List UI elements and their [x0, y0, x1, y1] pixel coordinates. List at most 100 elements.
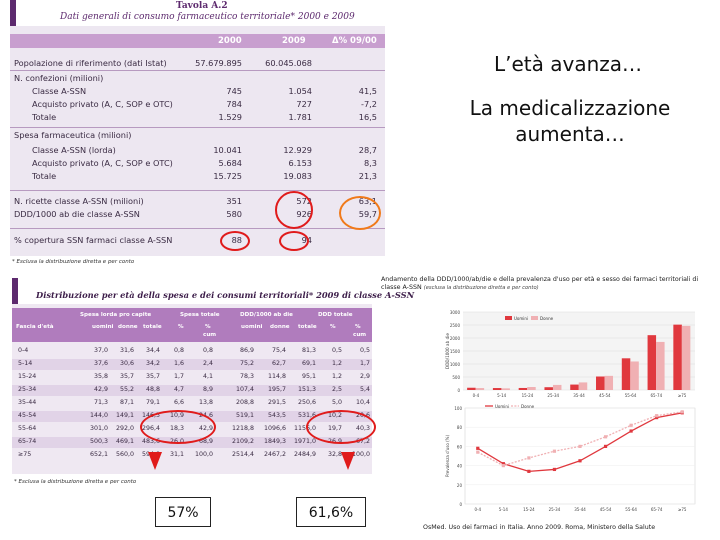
bar-chart: 0 500 1000 1500 2000 2500 3000 DDD/1000 ab die 0… — [445, 310, 695, 398]
line-y-tick: 20 — [457, 483, 463, 488]
row-value: 15.725 — [213, 171, 242, 181]
bar-women-2 — [527, 387, 536, 390]
line-y-tick: 0 — [459, 502, 462, 507]
table-a2-row: Spesa farmaceutica (milioni) — [10, 130, 385, 141]
cell-value: 86,9 — [239, 347, 254, 354]
arrow-down-left-icon — [148, 452, 162, 470]
cell-value: 292,0 — [115, 425, 134, 432]
table-a2-title: Dati generali di consumo farmaceutico te… — [60, 12, 355, 22]
bar-men-3 — [544, 387, 553, 390]
row-value: 745 — [226, 86, 242, 96]
cell-value: 1,7 — [359, 360, 370, 367]
cell-value: 151,3 — [297, 386, 316, 393]
cell-value: 87,1 — [119, 399, 134, 406]
row-label: Totale — [32, 112, 57, 122]
cell-value: 114,8 — [267, 373, 286, 380]
cell-value: 67,2 — [355, 438, 370, 445]
cell-value: 2,5 — [331, 386, 342, 393]
age-band: ≥75 — [18, 451, 32, 458]
row-value: 1.054 — [288, 86, 312, 96]
row-label: Popolazione di riferimento (dati Istat) — [14, 58, 167, 68]
cell-value: 1218,8 — [231, 425, 254, 432]
cell-value: 10,4 — [355, 399, 370, 406]
point-women-6 — [629, 423, 633, 427]
age-band: 25-34 — [18, 386, 37, 393]
bar-men-7 — [647, 335, 657, 390]
cell-value: 48,8 — [145, 386, 160, 393]
increases-text: aumenta… — [515, 122, 625, 146]
bar-men-1 — [492, 388, 502, 390]
row-label: % copertura SSN farmaci classe A-SSN — [14, 235, 173, 245]
table-a2-row: % copertura SSN farmaci classe A-SSN 88 94 — [10, 235, 385, 246]
cell-value: 4,7 — [173, 386, 184, 393]
table-a2-separator — [10, 70, 385, 71]
cell-value: 81,3 — [301, 347, 316, 354]
row-value: 19.083 — [283, 171, 312, 181]
row-label: DDD/1000 ab die classe A-SSN — [14, 209, 140, 219]
table-a2-column-header — [10, 34, 385, 48]
cell-value: 2109,2 — [231, 438, 254, 445]
highlight-oval-ddd — [306, 410, 376, 444]
bar-x-tick: 65-74 — [651, 393, 663, 398]
bar-y-tick: 2000 — [450, 336, 461, 341]
row-value: 580 — [226, 209, 242, 219]
line-legend-women: Donne — [521, 404, 535, 409]
cell-value: 149,1 — [115, 412, 134, 419]
row-value: 6.153 — [288, 158, 312, 168]
point-men-0 — [476, 446, 480, 450]
group-ddd-totale: DDD totale — [318, 312, 353, 318]
cell-value: 2467,2 — [263, 451, 286, 458]
point-women-5 — [603, 435, 608, 439]
bar-men-8 — [673, 324, 682, 390]
bar-y-label: DDD/1000 ab die — [445, 333, 450, 369]
row-label: N. ricette classe A-SSN (milioni) — [14, 196, 144, 206]
table-a2-footnote: * Esclusa la distribuzione diretta e per… — [12, 259, 135, 265]
cell-value: 37,0 — [93, 347, 108, 354]
point-men-5 — [603, 444, 608, 448]
row-label: N. confezioni (milioni) — [14, 73, 104, 83]
table-row: 25-34 42,9 55,2 48,8 4,7 8,9 107,4 195,7 151,3 2,… — [12, 385, 372, 396]
row-label: Acquisto privato (A, C, SOP e OTC) — [32, 158, 173, 168]
medicalization-text: La medicalizzazione — [469, 96, 671, 120]
bar-legend-men-swatch — [505, 316, 512, 320]
cell-value: 5,4 — [359, 386, 370, 393]
bar-x-tick: 35-44 — [573, 393, 585, 398]
point-men-7 — [655, 416, 659, 420]
cell-value: 75,4 — [271, 347, 286, 354]
bar-x-tick: 15-24 — [522, 393, 534, 398]
cell-value: 1096,6 — [263, 425, 286, 432]
age-table-column-header: Spesa lorda pro capite Spesa totale DDD/… — [12, 308, 372, 342]
col-pct-cum: % — [205, 324, 211, 330]
cell-value: 1,2 — [331, 373, 342, 380]
bar-x-tick: ≥75 — [678, 393, 687, 398]
charts-source: OsMed. Uso dei farmaci in Italia. Anno 2… — [423, 524, 656, 531]
cell-value: 195,7 — [267, 386, 286, 393]
col-ddd-cum-label: cum — [353, 332, 367, 338]
bar-women-0 — [475, 388, 485, 390]
bar-legend-women-swatch — [531, 316, 538, 320]
cell-value: 100,0 — [194, 451, 213, 458]
cell-value: 34,2 — [145, 360, 160, 367]
bar-women-5 — [604, 375, 614, 390]
row-label: Totale — [32, 171, 57, 181]
table-row: 5-14 37,6 30,6 34,2 1,6 2,4 75,2 62,7 69,1 1,2 1,7 — [12, 359, 372, 370]
table-a2-row: Classe A-SSN 745 1.054 41,5 — [10, 86, 385, 97]
cell-value: 62,7 — [271, 360, 286, 367]
point-men-3 — [552, 467, 557, 472]
row-label: Acquisto privato (A, C, SOP e OTC) — [32, 99, 173, 109]
table-a2-row: Classe A-SSN (lorda) 10.041 12.929 28,7 — [10, 145, 385, 156]
charts-title-note: (esclusa la distribuzione diretta e per … — [423, 285, 539, 291]
line-chart: 0 20 40 60 80 100 Prevalenza d'uso (%) 0-4 5-14 1… — [445, 404, 696, 512]
cell-value: 75,2 — [239, 360, 254, 367]
cell-value: 1156,0 — [293, 425, 316, 432]
age-band: 35-44 — [18, 399, 37, 406]
col-2009: 2009 — [282, 36, 306, 46]
cell-value: 4,1 — [202, 373, 213, 380]
cell-value: 35,7 — [119, 373, 134, 380]
col-totale: totale — [143, 324, 162, 330]
table-a2-separator — [10, 228, 385, 229]
line-y-tick: 80 — [457, 425, 463, 430]
age-table-title: Distribuzione per età della spesa e dei … — [36, 290, 415, 300]
row-value: 41,5 — [358, 86, 377, 96]
col-ddd-pct-cum: % — [355, 324, 361, 330]
